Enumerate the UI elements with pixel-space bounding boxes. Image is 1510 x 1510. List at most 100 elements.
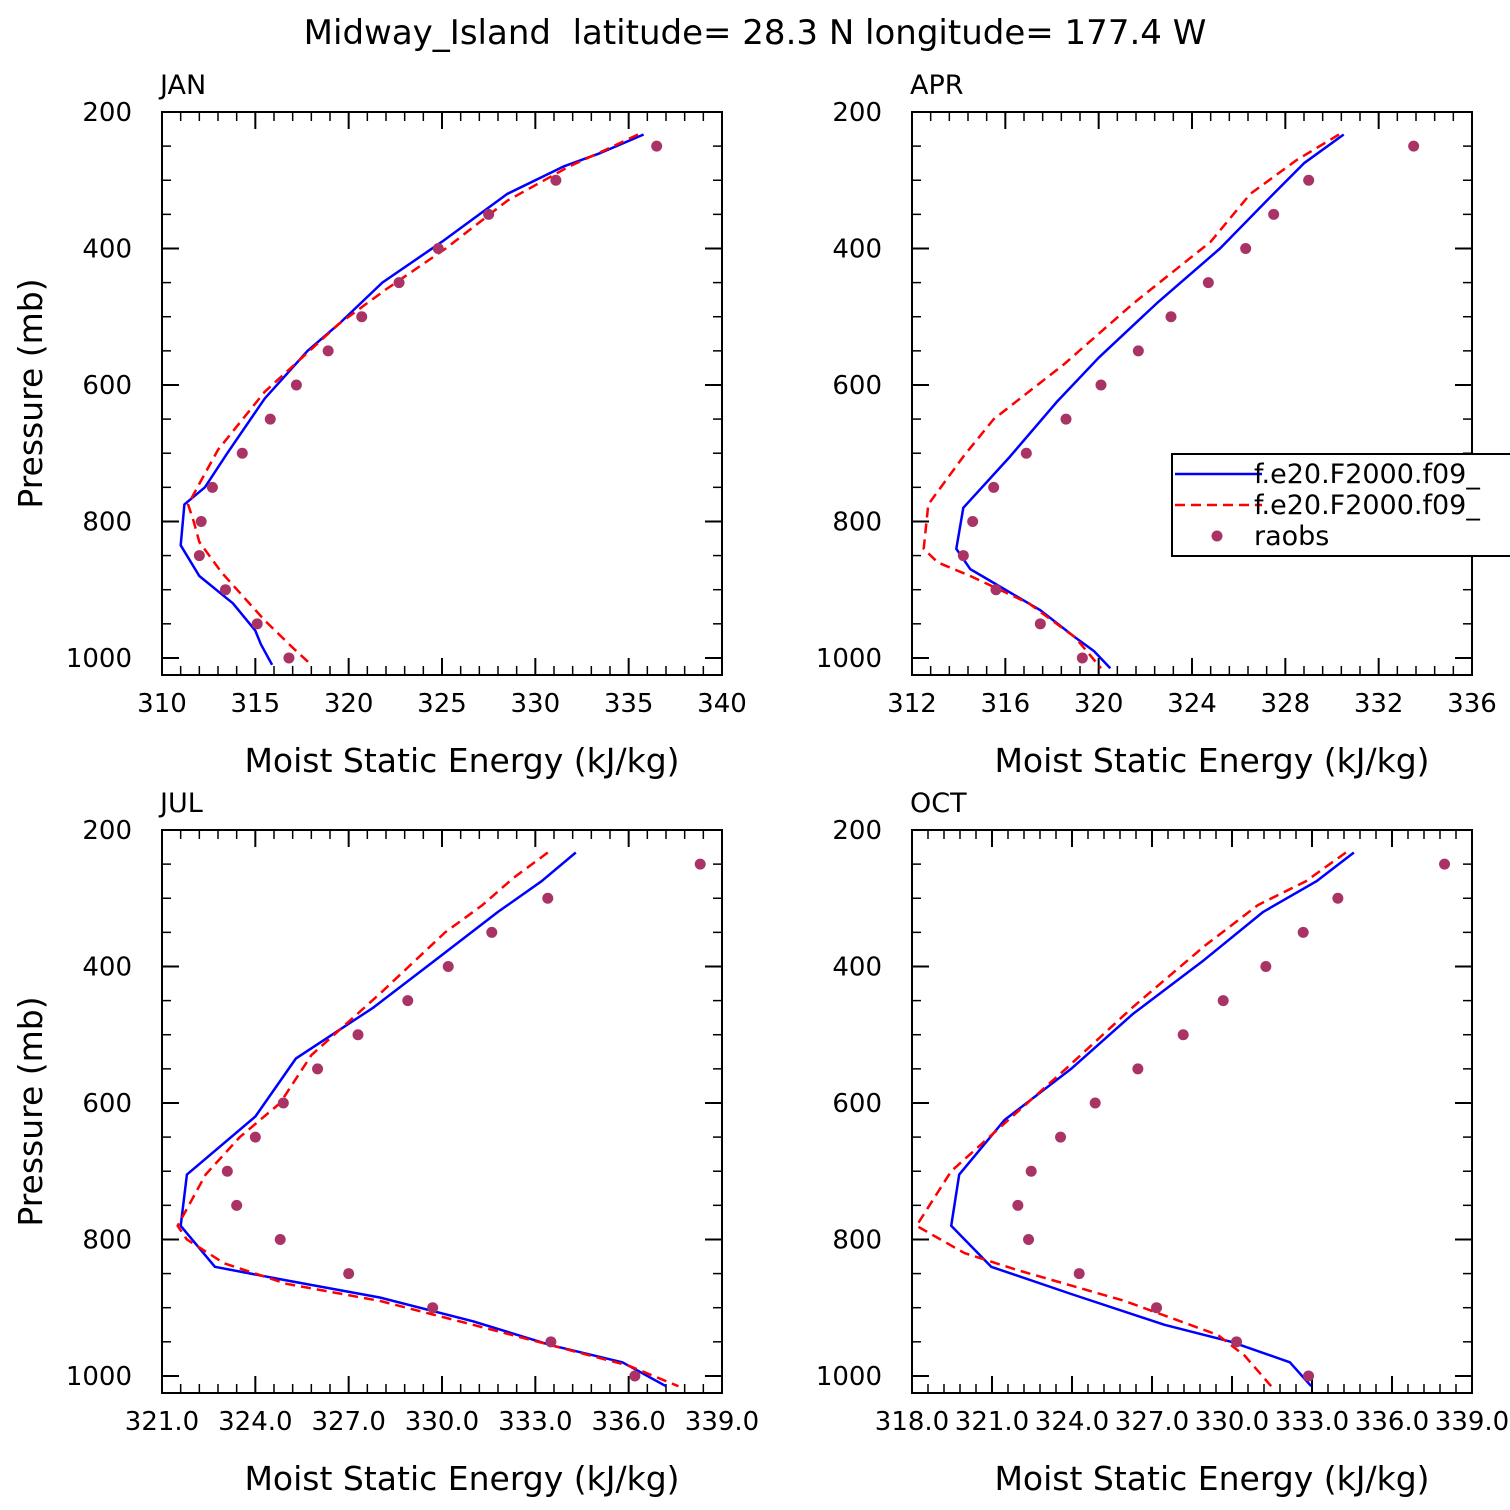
apr-raobs-point xyxy=(988,481,1000,493)
apr-x-tick-label: 312 xyxy=(887,689,937,719)
oct-raobs-point xyxy=(1055,1131,1067,1143)
apr-raobs-point xyxy=(1240,242,1252,254)
legend-swatch-raobs xyxy=(1211,530,1223,542)
oct-x-tick-label: 321.0 xyxy=(955,1407,1029,1437)
oct-raobs-point xyxy=(1332,892,1344,904)
jul-x-tick-label: 339.0 xyxy=(685,1407,759,1437)
jan-raobs-point xyxy=(483,208,495,220)
jan-raobs-point xyxy=(651,140,663,152)
jan-y-axis-label: Pressure (mb) xyxy=(11,278,50,508)
oct-y-tick-label: 200 xyxy=(832,816,882,846)
oct-series-line-1 xyxy=(949,851,1355,1388)
jul-raobs-point xyxy=(343,1268,355,1280)
oct-raobs-point xyxy=(1025,1165,1037,1177)
jan-raobs-point xyxy=(251,618,263,630)
apr-series-line-1 xyxy=(955,133,1345,670)
apr-raobs-point xyxy=(1076,652,1088,664)
jan-x-tick-label: 340 xyxy=(697,689,747,719)
jul-series-line-2 xyxy=(176,851,679,1388)
jul-y-tick-label: 600 xyxy=(82,1089,132,1119)
jul-x-tick-label: 324.0 xyxy=(218,1407,292,1437)
oct-x-axis-label: Moist Static Energy (kJ/kg) xyxy=(994,1459,1429,1498)
jul-raobs-point xyxy=(402,995,414,1007)
chart-title: Midway_Island latitude= 28.3 N longitude… xyxy=(304,13,1207,53)
oct-raobs-point xyxy=(1297,926,1309,938)
jan-raobs-point xyxy=(264,413,276,425)
panel-jul: JUL 321.0 324.0 327.0 330.0 333.0 336.0 339.0 20… xyxy=(11,788,759,1498)
jan-y-tick-label: 600 xyxy=(82,371,132,401)
jan-series-line-1 xyxy=(179,133,645,666)
jan-raobs-point xyxy=(393,277,405,289)
apr-raobs-point xyxy=(1303,174,1315,186)
apr-raobs-point xyxy=(1132,345,1144,357)
jul-raobs-point xyxy=(694,858,706,870)
jul-x-tick-label: 333.0 xyxy=(498,1407,572,1437)
jan-panel-title: JAN xyxy=(158,70,206,101)
jul-y-axis-label: Pressure (mb) xyxy=(11,996,50,1226)
apr-raobs-point xyxy=(1165,311,1177,323)
oct-y-tick-label: 400 xyxy=(832,952,882,982)
jul-x-tick-label: 321.0 xyxy=(125,1407,199,1437)
jul-raobs-point xyxy=(312,1063,324,1075)
jul-raobs-point xyxy=(249,1131,261,1143)
oct-panel-title: OCT xyxy=(910,788,967,819)
jul-raobs-point xyxy=(542,892,554,904)
jul-raobs-point xyxy=(427,1302,439,1314)
apr-x-tick-label: 336 xyxy=(1447,689,1497,719)
oct-x-tick-label: 333.0 xyxy=(1275,1407,1349,1437)
apr-raobs-point xyxy=(1034,618,1046,630)
oct-x-tick-label: 339.0 xyxy=(1435,1407,1509,1437)
panel-oct: OCT 318.0 321.0 324.0 327.0 330.0 333.0 336.0 33… xyxy=(816,788,1509,1498)
jan-x-tick-label: 320 xyxy=(324,689,374,719)
apr-raobs-point xyxy=(1095,379,1107,391)
apr-x-tick-label: 316 xyxy=(981,689,1031,719)
oct-raobs-point xyxy=(1132,1063,1144,1075)
apr-y-tick-label: 1000 xyxy=(816,644,882,674)
jan-raobs-point xyxy=(550,174,562,186)
jul-x-tick-label: 336.0 xyxy=(591,1407,665,1437)
jan-y-tick-label: 200 xyxy=(82,98,132,128)
oct-y-tick-label: 1000 xyxy=(816,1362,882,1392)
legend: f.e20.F2000.f09_ f.e20.F2000.f09_ raobs xyxy=(1171,453,1510,557)
panel-apr: APR 312 316 320 324 328 332 336 200 400 600 800 1000… xyxy=(816,70,1497,780)
apr-raobs-point xyxy=(1202,277,1214,289)
jul-raobs-point xyxy=(231,1199,243,1211)
jan-x-tick-label: 315 xyxy=(231,689,281,719)
oct-y-tick-label: 600 xyxy=(832,1089,882,1119)
oct-raobs-point xyxy=(1303,1370,1315,1382)
jul-y-tick-label: 400 xyxy=(82,952,132,982)
apr-y-tick-label: 400 xyxy=(832,234,882,264)
apr-raobs-point xyxy=(990,584,1002,596)
jan-x-tick-label: 325 xyxy=(417,689,467,719)
jul-y-tick-label: 200 xyxy=(82,816,132,846)
jan-raobs-point xyxy=(283,652,295,664)
oct-raobs-point xyxy=(1089,1097,1101,1109)
oct-raobs-point xyxy=(1231,1336,1243,1348)
jul-y-tick-label: 800 xyxy=(82,1225,132,1255)
apr-raobs-point xyxy=(1268,208,1280,220)
legend-label-raobs: raobs xyxy=(1254,521,1329,552)
jul-raobs-point xyxy=(277,1097,289,1109)
legend-label-model1: f.e20.F2000.f09_ xyxy=(1254,459,1480,490)
apr-y-tick-label: 800 xyxy=(832,507,882,537)
oct-raobs-point xyxy=(1023,1233,1035,1245)
jan-raobs-point xyxy=(193,550,205,562)
jan-y-tick-label: 400 xyxy=(82,234,132,264)
panel-jan: JAN 310 315 320 325 330 335 340 200 400 600 800 1000… xyxy=(11,70,747,780)
jan-raobs-point xyxy=(290,379,302,391)
jan-x-tick-label: 330 xyxy=(511,689,561,719)
jan-y-tick-label: 1000 xyxy=(66,644,132,674)
jan-raobs-point xyxy=(236,447,248,459)
oct-x-tick-label: 318.0 xyxy=(875,1407,949,1437)
oct-x-tick-label: 324.0 xyxy=(1035,1407,1109,1437)
jan-series-line-2 xyxy=(186,133,639,666)
apr-raobs-point xyxy=(1060,413,1072,425)
apr-y-tick-label: 200 xyxy=(832,98,882,128)
apr-x-tick-label: 332 xyxy=(1354,689,1404,719)
jul-y-tick-label: 1000 xyxy=(66,1362,132,1392)
jul-raobs-point xyxy=(442,960,454,972)
apr-raobs-point xyxy=(967,515,979,527)
jan-x-tick-label: 310 xyxy=(137,689,187,719)
jul-plot-frame xyxy=(161,829,723,1394)
apr-y-tick-label: 600 xyxy=(832,371,882,401)
